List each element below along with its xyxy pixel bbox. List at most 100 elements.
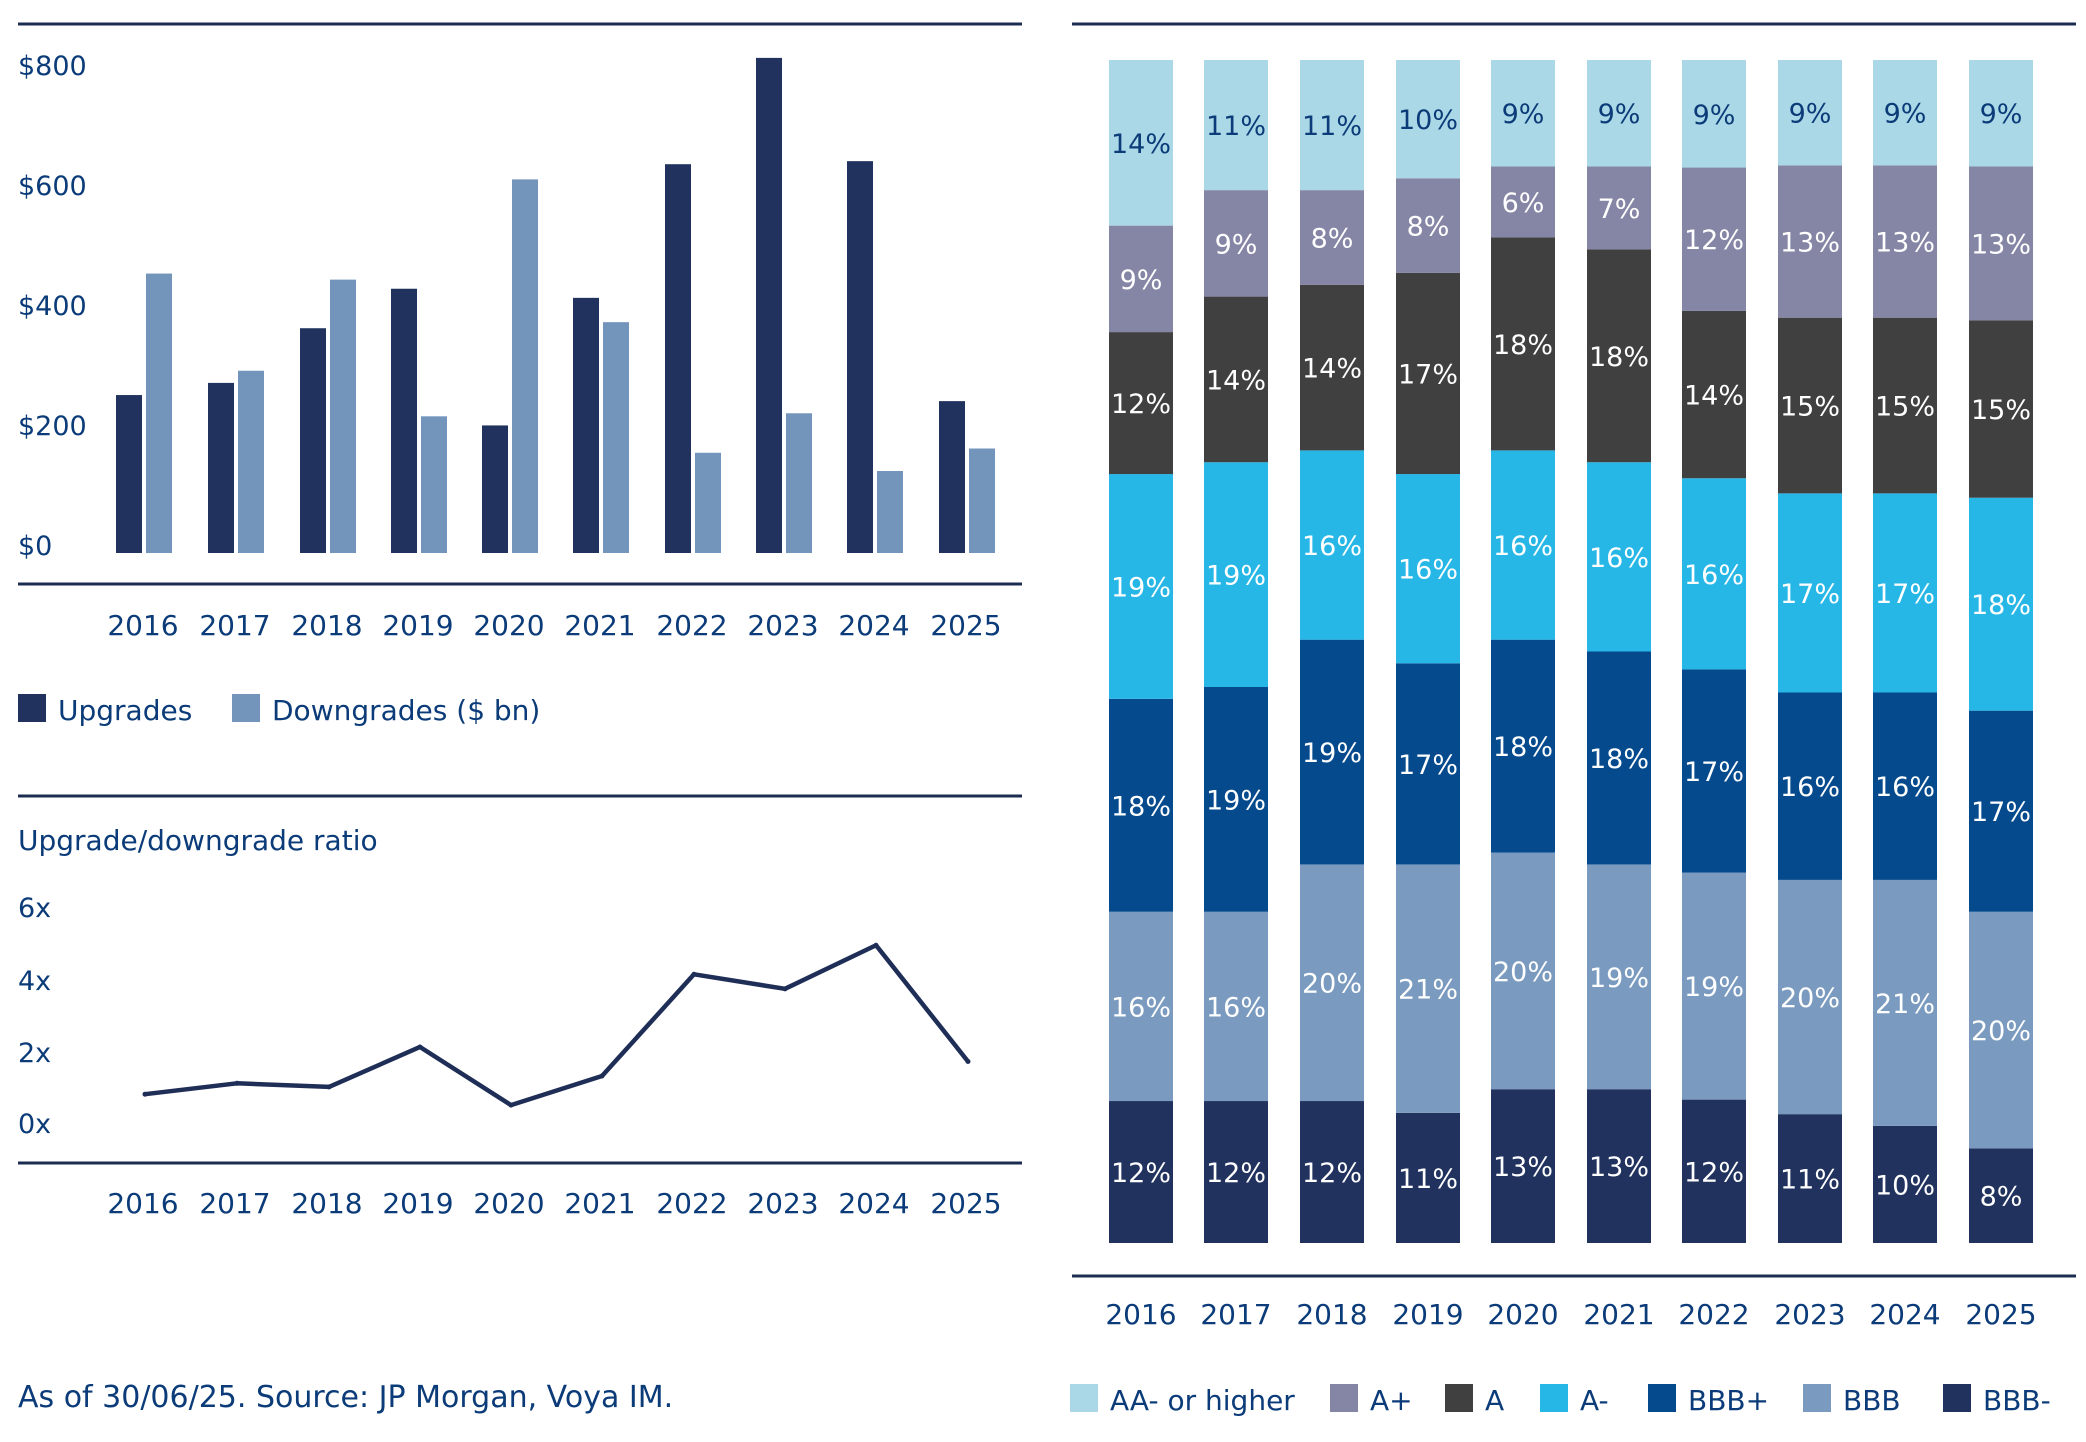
chart3-data-label: 12% <box>1111 1158 1171 1189</box>
chart1-xtick-label: 2023 <box>747 609 818 642</box>
chart3-data-label: 16% <box>1398 555 1458 586</box>
chart3-xtick-label: 2021 <box>1583 1298 1654 1331</box>
chart3-data-label: 14% <box>1206 365 1266 396</box>
chart1-ytick-label: $800 <box>18 51 87 82</box>
chart3-legend-label: A+ <box>1370 1384 1413 1417</box>
chart1-xtick-label: 2020 <box>473 609 544 642</box>
chart1-bar-upgrades <box>573 297 599 553</box>
chart3-segment <box>1109 60 1173 226</box>
chart2-line-point <box>508 1102 514 1108</box>
chart3-segment <box>1204 686 1268 912</box>
chart3-segment <box>1682 478 1746 670</box>
chart3-data-label: 11% <box>1206 111 1266 142</box>
chart1-bar-upgrades <box>391 288 417 553</box>
chart3-data-label: 9% <box>1693 100 1736 131</box>
chart3-segment <box>1396 1112 1460 1243</box>
chart3-data-label: 16% <box>1589 543 1649 574</box>
chart3-segment <box>1491 450 1555 640</box>
chart3-xtick-label: 2016 <box>1105 1298 1176 1331</box>
chart2-xtick-label: 2018 <box>291 1187 362 1220</box>
chart1-bar-upgrades <box>208 382 234 553</box>
chart1-bar-downgrades <box>786 413 812 553</box>
chart3-data-label: 15% <box>1875 392 1935 423</box>
chart3-data-label: 8% <box>1407 212 1450 243</box>
chart3-segment <box>1491 166 1555 238</box>
chart2-xtick-label: 2021 <box>564 1187 635 1220</box>
chart3-segment <box>1396 60 1460 179</box>
chart2-line-point <box>873 942 879 948</box>
chart3-segment <box>1300 864 1364 1102</box>
chart3-legend-swatch <box>1648 1384 1676 1412</box>
chart3-segment <box>1587 462 1651 652</box>
chart3-legend-swatch <box>1445 1384 1473 1412</box>
chart3-xtick-label: 2022 <box>1678 1298 1749 1331</box>
chart3-data-label: 12% <box>1684 1157 1744 1188</box>
chart3-legend-swatch <box>1540 1384 1568 1412</box>
chart3-segment <box>1778 165 1842 318</box>
chart3-segment <box>1969 1148 2033 1243</box>
chart3-segment <box>1204 1101 1268 1243</box>
chart3-data-label: 12% <box>1206 1158 1266 1189</box>
chart3-segment <box>1969 497 2033 711</box>
chart3-data-label: 12% <box>1111 389 1171 420</box>
chart3-data-label: 9% <box>1884 99 1927 130</box>
chart3-data-label: 13% <box>1493 1152 1553 1183</box>
chart3-legend-swatch <box>1330 1384 1358 1412</box>
chart3-data-label: 16% <box>1875 772 1935 803</box>
chart3-data-label: 11% <box>1398 1164 1458 1195</box>
chart2-xtick-label: 2025 <box>930 1187 1001 1220</box>
chart3-data-label: 9% <box>1215 229 1258 260</box>
chart3-data-label: 17% <box>1398 359 1458 390</box>
chart2-line-point <box>599 1073 605 1079</box>
chart2-xtick-label: 2019 <box>382 1187 453 1220</box>
chart3-segment <box>1682 669 1746 873</box>
chart3-data-label: 16% <box>1780 772 1840 803</box>
chart2-xtick-label: 2016 <box>107 1187 178 1220</box>
chart1-ytick-label: $0 <box>18 531 52 562</box>
chart2-xtick-label: 2022 <box>656 1187 727 1220</box>
chart3-data-label: 9% <box>1502 99 1545 130</box>
chart3-segment <box>1396 474 1460 664</box>
chart3-segment <box>1587 651 1651 865</box>
chart3-data-label: 6% <box>1502 188 1545 219</box>
chart3-data-label: 13% <box>1971 229 2031 260</box>
chart3-data-label: 9% <box>1980 99 2023 130</box>
chart3-segment <box>1682 872 1746 1100</box>
chart3-xtick-label: 2020 <box>1487 1298 1558 1331</box>
chart3-segment <box>1204 60 1268 191</box>
chart3-segment <box>1682 310 1746 479</box>
chart3-segment <box>1491 852 1555 1090</box>
chart3-legend-swatch <box>1803 1384 1831 1412</box>
chart3-segment <box>1873 692 1937 880</box>
chart2-line-point <box>326 1084 332 1090</box>
chart3-segment <box>1682 1099 1746 1243</box>
chart3-data-label: 13% <box>1875 228 1935 259</box>
chart3-xtick-label: 2019 <box>1392 1298 1463 1331</box>
chart3-segment <box>1300 60 1364 191</box>
chart2-ytick-label: 2x <box>18 1038 51 1069</box>
chart1-bar-upgrades <box>847 161 873 553</box>
chart3-data-label: 17% <box>1875 579 1935 610</box>
chart3-segment <box>1396 864 1460 1113</box>
chart3-segment <box>1587 1089 1651 1243</box>
chart1-xtick-label: 2017 <box>199 609 270 642</box>
legend-label-upgrades: Upgrades <box>58 694 192 727</box>
chart3-data-label: 19% <box>1206 785 1266 816</box>
chart3-data-label: 16% <box>1684 560 1744 591</box>
chart3-segment <box>1300 1101 1364 1243</box>
chart2-xtick-label: 2023 <box>747 1187 818 1220</box>
chart1-bar-downgrades <box>421 416 447 553</box>
chart3-data-label: 19% <box>1206 561 1266 592</box>
chart3-segment <box>1109 225 1173 333</box>
chart2-ytick-label: 4x <box>18 966 51 997</box>
chart1-ytick-label: $400 <box>18 291 87 322</box>
chart3-segment <box>1300 639 1364 865</box>
chart3-data-label: 9% <box>1598 99 1641 130</box>
chart3-segment <box>1682 60 1746 168</box>
chart3-data-label: 17% <box>1398 750 1458 781</box>
chart3-segment <box>1873 165 1937 318</box>
chart3-data-label: 14% <box>1302 354 1362 385</box>
chart3-data-label: 13% <box>1780 228 1840 259</box>
chart1-bar-downgrades <box>877 470 903 553</box>
